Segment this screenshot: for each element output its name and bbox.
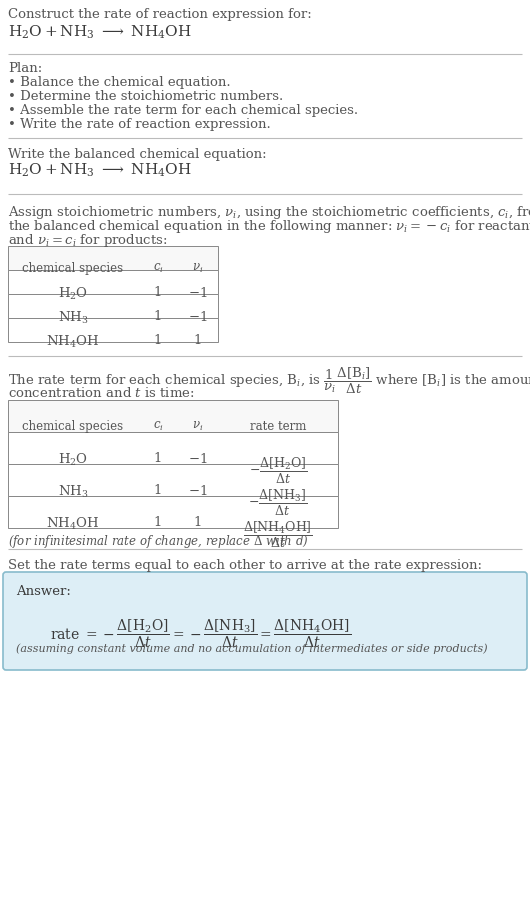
Text: $\mathrm{NH_4OH}$: $\mathrm{NH_4OH}$ [47,516,100,532]
Text: 1: 1 [154,484,162,497]
Text: $\dfrac{\Delta[\mathrm{NH_4OH}]}{\Delta t}$: $\dfrac{\Delta[\mathrm{NH_4OH}]}{\Delta … [243,520,313,550]
Text: rate term: rate term [250,420,306,433]
Text: rate $= -\dfrac{\Delta[\mathrm{H_2O}]}{\Delta t} = -\dfrac{\Delta[\mathrm{NH_3}]: rate $= -\dfrac{\Delta[\mathrm{H_2O}]}{\… [50,617,351,650]
Text: the balanced chemical equation in the following manner: $\nu_i = -c_i$ for react: the balanced chemical equation in the fo… [8,218,530,235]
Text: concentration and $t$ is time:: concentration and $t$ is time: [8,386,195,400]
Text: 1: 1 [154,334,162,347]
FancyBboxPatch shape [3,572,527,670]
Text: Write the balanced chemical equation:: Write the balanced chemical equation: [8,148,267,161]
Bar [8,270,218,294]
Text: Construct the rate of reaction expression for:: Construct the rate of reaction expressio… [8,8,312,21]
Bar [8,318,218,342]
Bar [8,464,338,496]
Text: $\mathrm{H_2O + NH_3\ \longrightarrow\ NH_4OH}$: $\mathrm{H_2O + NH_3\ \longrightarrow\ N… [8,162,192,179]
Bar [8,246,218,270]
Text: $-1$: $-1$ [188,452,208,466]
Text: $-1$: $-1$ [188,310,208,324]
Text: $-1$: $-1$ [188,484,208,498]
Text: Answer:: Answer: [16,585,71,598]
Text: Plan:: Plan: [8,62,42,75]
Text: $-\dfrac{\Delta[\mathrm{NH_3}]}{\Delta t}$: $-\dfrac{\Delta[\mathrm{NH_3}]}{\Delta t… [249,488,307,518]
Text: 1: 1 [154,310,162,323]
Text: $\nu_i$: $\nu_i$ [192,262,204,275]
Text: $-\dfrac{\Delta[\mathrm{H_2O}]}{\Delta t}$: $-\dfrac{\Delta[\mathrm{H_2O}]}{\Delta t… [249,456,307,486]
Text: $\mathrm{H_2O}$: $\mathrm{H_2O}$ [58,452,88,468]
Text: (assuming constant volume and no accumulation of intermediates or side products): (assuming constant volume and no accumul… [16,643,488,653]
Text: 1: 1 [154,452,162,465]
Text: $\nu_i$: $\nu_i$ [192,420,204,433]
Text: 1: 1 [154,516,162,529]
Text: (for infinitesimal rate of change, replace $\Delta$ with $d$): (for infinitesimal rate of change, repla… [8,533,309,550]
Text: • Assemble the rate term for each chemical species.: • Assemble the rate term for each chemic… [8,104,358,117]
Text: 1: 1 [194,334,202,347]
Text: $\mathrm{NH_4OH}$: $\mathrm{NH_4OH}$ [47,334,100,350]
Bar [8,294,218,318]
Bar [8,496,338,528]
Bar [8,432,338,464]
Text: $\mathrm{NH_3}$: $\mathrm{NH_3}$ [58,484,89,500]
Text: • Determine the stoichiometric numbers.: • Determine the stoichiometric numbers. [8,90,283,103]
Text: The rate term for each chemical species, B$_i$, is $\dfrac{1}{\nu_i}\dfrac{\Delt: The rate term for each chemical species,… [8,366,530,396]
Text: $c_i$: $c_i$ [153,262,163,275]
Text: chemical species: chemical species [22,262,123,275]
Text: chemical species: chemical species [22,420,123,433]
Text: Assign stoichiometric numbers, $\nu_i$, using the stoichiometric coefficients, $: Assign stoichiometric numbers, $\nu_i$, … [8,204,530,221]
Text: 1: 1 [194,516,202,529]
Bar [8,400,338,432]
Text: $\mathrm{NH_3}$: $\mathrm{NH_3}$ [58,310,89,326]
Text: $c_i$: $c_i$ [153,420,163,433]
Text: $\mathrm{H_2O}$: $\mathrm{H_2O}$ [58,286,88,302]
Text: • Balance the chemical equation.: • Balance the chemical equation. [8,76,231,89]
Text: 1: 1 [154,286,162,299]
Text: and $\nu_i = c_i$ for products:: and $\nu_i = c_i$ for products: [8,232,167,249]
Text: • Write the rate of reaction expression.: • Write the rate of reaction expression. [8,118,271,131]
Text: $\mathrm{H_2O + NH_3\ \longrightarrow\ NH_4OH}$: $\mathrm{H_2O + NH_3\ \longrightarrow\ N… [8,24,192,41]
Text: $-1$: $-1$ [188,286,208,300]
Text: Set the rate terms equal to each other to arrive at the rate expression:: Set the rate terms equal to each other t… [8,559,482,572]
